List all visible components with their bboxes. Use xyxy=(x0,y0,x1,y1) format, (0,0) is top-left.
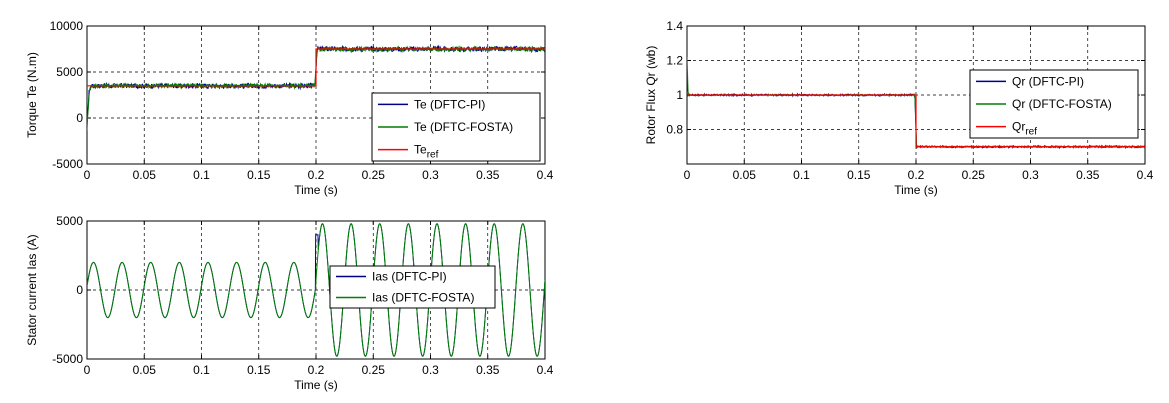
x-tick-label: 0.4 xyxy=(537,363,554,377)
x-tick-label: 0.25 xyxy=(962,168,986,182)
y-tick-label: 0 xyxy=(76,283,83,297)
series-line xyxy=(87,223,545,357)
y-tick-label: 1 xyxy=(676,88,683,102)
legend-box xyxy=(329,265,496,309)
x-tick-label: 0.35 xyxy=(476,363,500,377)
x-tick-label: 0.25 xyxy=(362,363,386,377)
y-tick-label: 10000 xyxy=(50,19,84,33)
series-line xyxy=(87,48,545,87)
torque-chart: 0 0.05 0.1 0.15 0.2 0.25 0.3 0.35 0.4-5000050001… xyxy=(25,19,554,197)
y-tick-label: 1.4 xyxy=(666,19,683,33)
x-tick-label: 0.1 xyxy=(793,168,810,182)
legend-entry: Ias (DFTC-PI) xyxy=(372,270,447,284)
y-tick-label: 0.8 xyxy=(666,123,683,137)
legend: Te (DFTC-PI)Te (DFTC-FOSTA)Teref xyxy=(371,92,541,162)
x-tick-label: 0.2 xyxy=(908,168,925,182)
x-tick-label: 0.3 xyxy=(422,168,439,182)
x-tick-label: 0.4 xyxy=(537,168,554,182)
y-tick-label: 1.2 xyxy=(666,54,683,68)
x-tick-label: 0.1 xyxy=(193,363,210,377)
legend-entry: Qr (DFTC-PI) xyxy=(1012,74,1084,88)
y-tick-label: 0 xyxy=(76,111,83,125)
y-axis-label: Stator current Ias (A) xyxy=(25,234,39,345)
legend: Qr (DFTC-PI)Qr (DFTC-FOSTA)Qrref xyxy=(969,69,1139,139)
legend-entry: Qr (DFTC-FOSTA) xyxy=(1012,97,1112,111)
legend-entry: Te (DFTC-PI) xyxy=(414,97,485,111)
legend-entry: Ias (DFTC-FOSTA) xyxy=(372,291,474,305)
x-tick-label: 0.15 xyxy=(247,168,271,182)
legend: Ias (DFTC-PI) Ias (DFTC-FOSTA) xyxy=(329,265,496,309)
x-tick-label: 0.3 xyxy=(422,363,439,377)
x-tick-label: 0.4 xyxy=(1137,168,1154,182)
x-tick-label: 0.2 xyxy=(308,168,325,182)
x-tick-label: 0.3 xyxy=(1022,168,1039,182)
x-tick-label: 0.35 xyxy=(476,168,500,182)
legend-entry: Te (DFTC-FOSTA) xyxy=(414,120,513,134)
flux-chart: 0 0.05 0.1 0.15 0.2 0.25 0.3 0.35 0.4 0.8 1 1.2 1.4 T… xyxy=(644,19,1154,197)
series-line xyxy=(687,94,1145,148)
x-tick-label: 0.05 xyxy=(733,168,757,182)
y-tick-label: 5000 xyxy=(56,65,83,79)
x-tick-label: 0.1 xyxy=(193,168,210,182)
y-axis-label: Torque Te (N.m) xyxy=(25,52,39,138)
y-tick-label: -5000 xyxy=(52,352,83,366)
y-tick-label: -5000 xyxy=(52,157,83,171)
current-chart: 0 0.05 0.1 0.15 0.2 0.25 0.3 0.35 0.4-500005000T… xyxy=(25,214,554,392)
x-tick-label: 0 xyxy=(684,168,691,182)
x-tick-label: 0.35 xyxy=(1076,168,1100,182)
x-tick-label: 0.15 xyxy=(847,168,871,182)
x-tick-label: 0.05 xyxy=(133,168,157,182)
y-axis-label: Rotor Flux Qr (wb) xyxy=(644,46,658,145)
x-tick-label: 0.2 xyxy=(308,363,325,377)
x-axis-label: Time (s) xyxy=(294,183,338,197)
y-tick-label: 5000 xyxy=(56,214,83,228)
x-tick-label: 0.25 xyxy=(362,168,386,182)
x-tick-label: 0 xyxy=(84,363,91,377)
x-tick-label: 0.05 xyxy=(133,363,157,377)
x-tick-label: 0.15 xyxy=(247,363,271,377)
x-axis-label: Time (s) xyxy=(294,378,338,392)
x-axis-label: Time (s) xyxy=(894,183,938,197)
x-tick-label: 0 xyxy=(84,168,91,182)
